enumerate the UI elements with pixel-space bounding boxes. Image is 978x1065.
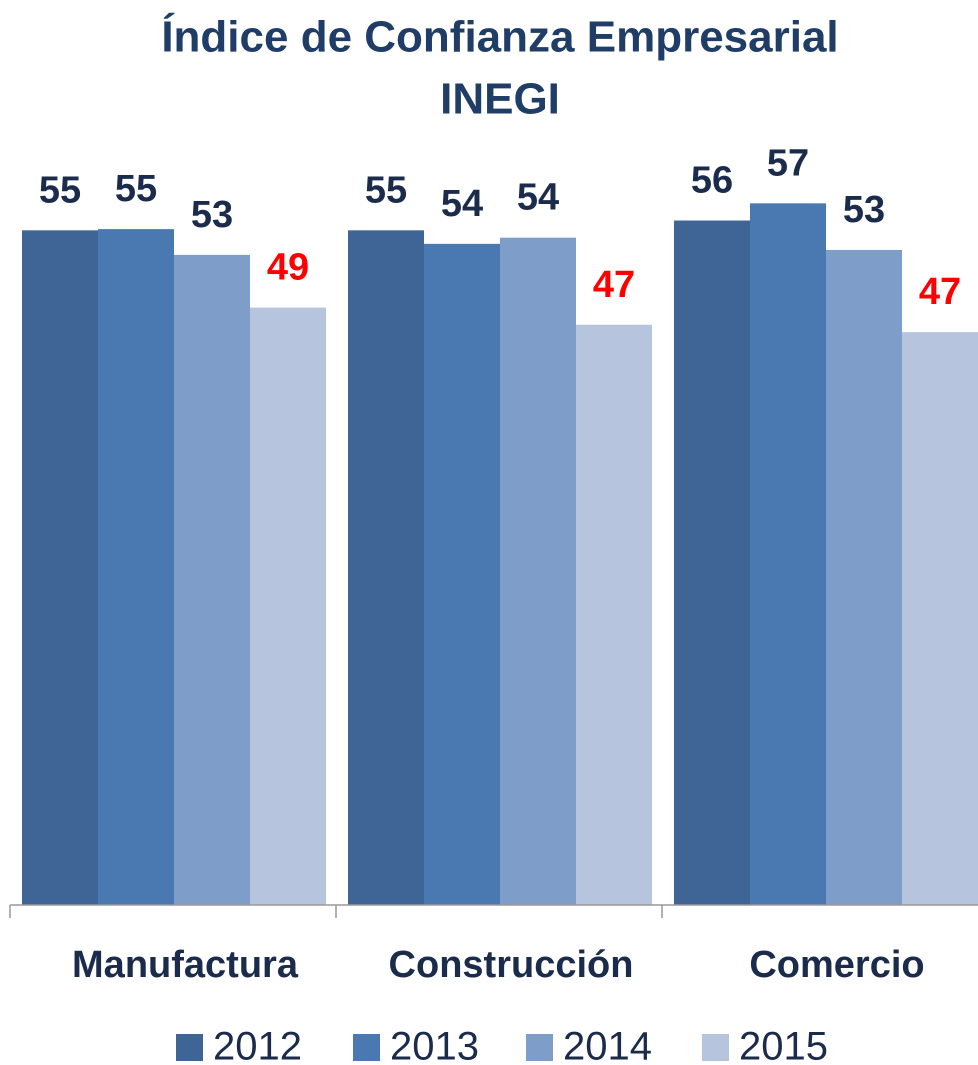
x-tick-label: Manufactura <box>72 944 299 986</box>
bar <box>348 230 424 906</box>
x-tick-label: Comercio <box>749 944 924 986</box>
data-label: 56 <box>691 160 733 202</box>
legend-label: 2012 <box>213 1025 302 1065</box>
bar <box>826 249 902 905</box>
legend-swatch <box>353 1034 380 1061</box>
legend-swatch <box>526 1034 553 1061</box>
chart-subtitle: INEGI <box>440 75 560 124</box>
data-label: 49 <box>267 247 309 289</box>
data-label: 53 <box>191 194 233 236</box>
legend-swatch <box>176 1034 203 1061</box>
bar <box>22 230 98 906</box>
data-label: 57 <box>767 142 809 184</box>
bar <box>98 229 174 905</box>
bar <box>750 203 826 905</box>
legend-swatch <box>702 1034 729 1061</box>
bar <box>902 332 978 905</box>
data-label: 54 <box>441 183 483 225</box>
data-label: 53 <box>843 189 885 231</box>
bar <box>250 307 326 905</box>
legend-label: 2013 <box>390 1025 479 1065</box>
bar <box>424 243 500 905</box>
data-label: 47 <box>919 271 961 313</box>
x-tick-label: Construcción <box>389 944 634 986</box>
legend-label: 2014 <box>563 1025 652 1065</box>
data-label: 55 <box>115 168 157 210</box>
bar <box>500 237 576 905</box>
bar <box>174 254 250 905</box>
data-label: 55 <box>365 169 407 211</box>
bar <box>674 220 750 905</box>
data-label: 55 <box>39 169 81 211</box>
chart-title: Índice de Confianza Empresarial <box>161 12 838 62</box>
data-label: 47 <box>593 264 635 306</box>
data-label: 54 <box>517 177 559 219</box>
bar <box>576 324 652 906</box>
legend-label: 2015 <box>739 1025 828 1065</box>
